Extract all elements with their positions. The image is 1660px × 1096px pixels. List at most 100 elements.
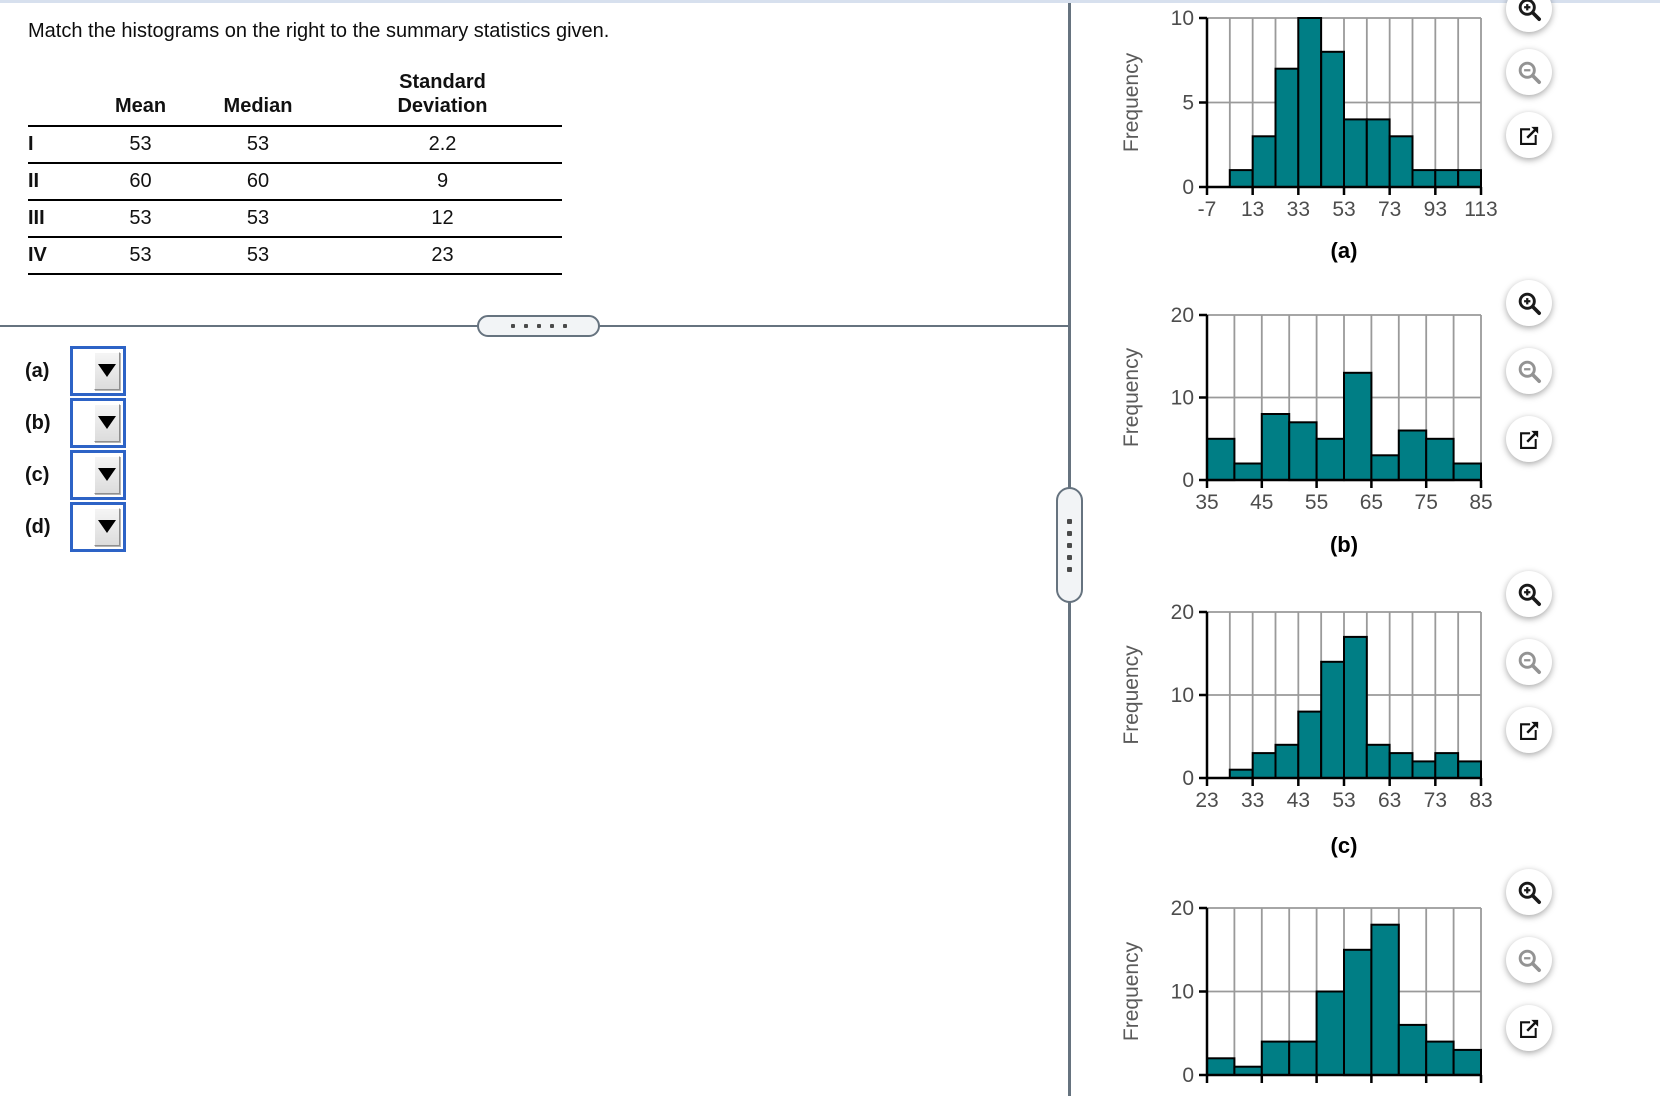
zoom-out-button-d[interactable] xyxy=(1506,937,1552,983)
svg-text:20: 20 xyxy=(1171,897,1194,920)
svg-text:53: 53 xyxy=(1332,198,1355,221)
dropdown-arrow-button[interactable] xyxy=(94,352,120,390)
caret-down-icon xyxy=(98,363,116,377)
zoom-out-icon xyxy=(1516,649,1543,676)
svg-text:65: 65 xyxy=(1360,491,1383,514)
zoom-out-button-c[interactable] xyxy=(1506,639,1552,685)
zoom-out-button-b[interactable] xyxy=(1506,348,1552,394)
svg-text:10: 10 xyxy=(1171,981,1194,1004)
svg-text:35: 35 xyxy=(1195,491,1218,514)
row-label: I xyxy=(28,133,34,155)
drag-dot xyxy=(1067,530,1072,536)
drag-dot xyxy=(549,324,554,328)
drag-dot xyxy=(523,324,528,328)
table-row: I 53 53 2.2 xyxy=(28,126,562,163)
median-value: 53 xyxy=(246,133,270,155)
svg-text:63: 63 xyxy=(1378,789,1401,812)
svg-text:0: 0 xyxy=(1182,176,1194,199)
drag-dot xyxy=(1067,518,1072,524)
open-external-button-b[interactable] xyxy=(1506,416,1552,462)
answer-label-a: (a) xyxy=(25,359,50,382)
svg-text:83: 83 xyxy=(1469,789,1492,812)
dropdown-arrow-button[interactable] xyxy=(94,456,120,494)
zoom-in-button-c[interactable] xyxy=(1506,571,1552,617)
svg-text:33: 33 xyxy=(1241,789,1264,812)
horizontal-splitter-handle[interactable] xyxy=(477,315,600,337)
open-in-new-icon xyxy=(1516,1015,1543,1042)
dropdown-arrow-button[interactable] xyxy=(94,404,120,442)
open-in-new-icon xyxy=(1516,122,1543,149)
svg-text:Frequency: Frequency xyxy=(1120,52,1143,152)
mean-value: 53 xyxy=(129,207,152,229)
drag-dot xyxy=(1067,542,1072,548)
open-external-button-c[interactable] xyxy=(1506,707,1552,753)
svg-text:33: 33 xyxy=(1287,198,1310,221)
drag-dot xyxy=(1067,554,1072,560)
svg-text:55: 55 xyxy=(1305,491,1328,514)
summary-statistics-table: Mean Median Standard Deviation I 53 53 2… xyxy=(28,70,562,275)
answer-row-d: (d) xyxy=(25,502,126,552)
dropdown-arrow-button[interactable] xyxy=(94,508,120,546)
answer-select-c[interactable] xyxy=(70,450,126,500)
zoom-in-icon xyxy=(1516,290,1543,317)
sd-value: 12 xyxy=(431,207,454,229)
question-text: Match the histograms on the right to the… xyxy=(28,20,610,42)
drag-dot xyxy=(562,324,567,328)
sd-value: 2.2 xyxy=(428,133,457,155)
mean-value: 53 xyxy=(129,133,152,155)
histogram-c-svg: 0 10 20 23 33 43 53 63 73 83 Frequency (c) xyxy=(1120,601,1493,858)
svg-text:Frequency: Frequency xyxy=(1120,347,1143,447)
caret-down-icon xyxy=(98,467,116,481)
histogram-d-svg: 0 10 20 Frequency xyxy=(1120,897,1483,1087)
histogram-a: 0 5 10 -7 13 33 53 73 93 113 Frequency (a) xyxy=(1080,0,1540,276)
row-label: III xyxy=(28,207,45,229)
sd-value: 23 xyxy=(431,244,454,266)
zoom-out-icon xyxy=(1516,59,1543,86)
header-sd-line1: Standard xyxy=(399,71,486,93)
header-sd-line2: Deviation xyxy=(397,95,488,117)
open-external-button-d[interactable] xyxy=(1506,1005,1552,1051)
answer-select-a[interactable] xyxy=(70,346,126,396)
zoom-in-icon xyxy=(1516,0,1543,23)
caret-down-icon xyxy=(98,519,116,533)
svg-text:73: 73 xyxy=(1378,198,1401,221)
zoom-in-icon xyxy=(1516,879,1543,906)
drag-dot xyxy=(1067,566,1072,572)
zoom-in-button-d[interactable] xyxy=(1506,869,1552,915)
table-row: IV 53 53 23 xyxy=(28,237,562,274)
histogram-a-svg: 0 5 10 -7 13 33 53 73 93 113 Frequency (a) xyxy=(1120,7,1498,263)
zoom-out-button-a[interactable] xyxy=(1506,49,1552,95)
caret-down-icon xyxy=(98,415,116,429)
svg-text:20: 20 xyxy=(1171,601,1194,624)
answer-select-b[interactable] xyxy=(70,398,126,448)
svg-text:5: 5 xyxy=(1182,92,1194,115)
zoom-in-button-b[interactable] xyxy=(1506,280,1552,326)
zoom-out-icon xyxy=(1516,358,1543,385)
svg-text:(c): (c) xyxy=(1331,833,1358,858)
svg-text:13: 13 xyxy=(1241,198,1264,221)
table-row: III 53 53 12 xyxy=(28,200,562,237)
open-in-new-icon xyxy=(1516,426,1543,453)
row-label: IV xyxy=(28,244,47,266)
svg-text:(a): (a) xyxy=(1331,238,1358,263)
header-mean: Mean xyxy=(114,95,167,117)
open-external-button-a[interactable] xyxy=(1506,112,1552,158)
svg-text:10: 10 xyxy=(1171,684,1194,707)
answer-select-d[interactable] xyxy=(70,502,126,552)
svg-text:Frequency: Frequency xyxy=(1120,941,1143,1041)
sd-value: 9 xyxy=(436,170,449,192)
answer-row-c: (c) xyxy=(25,450,126,500)
svg-text:Frequency: Frequency xyxy=(1120,645,1143,745)
drag-dot xyxy=(536,324,541,328)
mean-value: 60 xyxy=(129,170,152,192)
header-median: Median xyxy=(223,95,293,117)
svg-text:0: 0 xyxy=(1182,767,1194,790)
drag-dot xyxy=(510,324,515,328)
mean-value: 53 xyxy=(129,244,152,266)
vertical-splitter-handle[interactable] xyxy=(1056,487,1083,603)
svg-text:113: 113 xyxy=(1464,198,1497,221)
table-row: II 60 60 9 xyxy=(28,163,562,200)
median-value: 60 xyxy=(246,170,270,192)
histogram-c: 0 10 20 23 33 43 53 63 73 83 Frequency (c) xyxy=(1080,594,1540,870)
